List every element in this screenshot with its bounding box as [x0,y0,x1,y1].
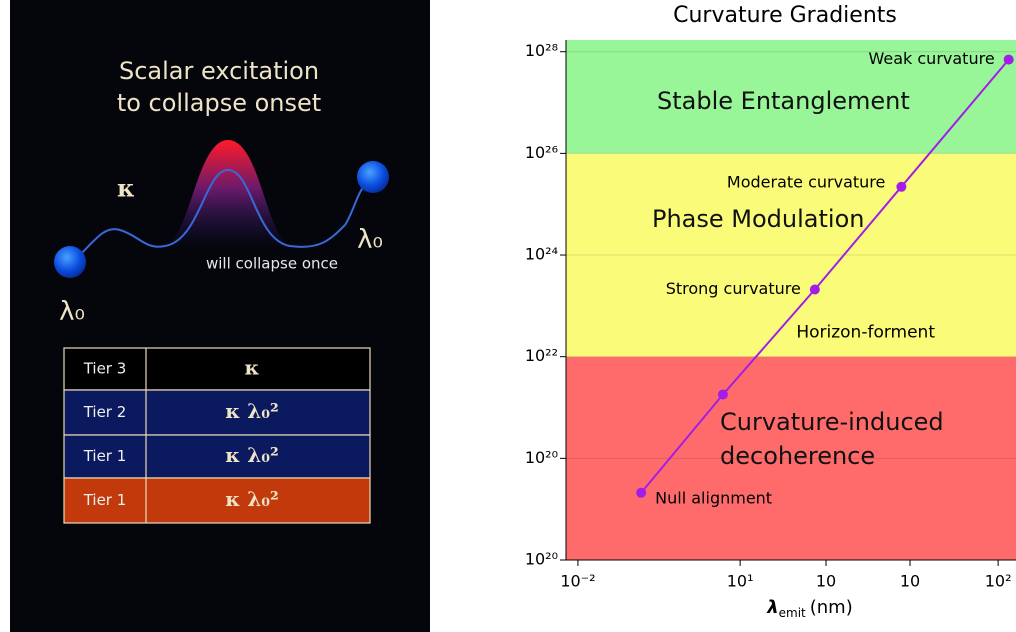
x-tick-label: 10² [985,572,1012,591]
point-label: Weak curvature [869,49,995,68]
x-tick-label: 10¹ [727,572,754,591]
tier-value: κ λ₀² [225,443,279,467]
point-label: Null alignment [655,488,772,507]
x-label-part: λ [766,597,778,618]
point-label: Strong curvature [666,279,801,298]
panel-title: Scalar excitation [119,57,319,85]
point [1003,54,1014,65]
y-tick-label: 10²² [525,346,558,365]
point [636,487,647,498]
point [896,181,907,192]
left-panel: Scalar excitation to collapse onset κ λ₀… [10,0,430,632]
region-label: Phase Modulation [652,205,864,233]
x-label-part: emit [779,606,806,620]
tier-label: Tier 1 [83,491,127,509]
point [809,284,820,295]
x-tick-label: 10 [900,572,920,591]
tier-value: κ [245,356,260,380]
lambda-label: λ₀ [59,297,85,327]
x-tick-label: 10⁻² [560,572,595,591]
wave [76,168,374,259]
note: will collapse once [206,255,338,273]
panel-title: to collapse onset [117,89,321,117]
panel-bg [10,0,430,632]
y-tick-label: 10²⁶ [525,143,558,162]
y-tick-label: 10²⁴ [525,245,558,264]
tier-value: κ λ₀² [225,399,279,423]
y-tick-label: 10²⁸ [525,41,558,60]
kappa: κ [117,174,135,203]
table-row [63,434,371,479]
region-label: Stable Entanglement [657,87,910,115]
region [566,356,1016,560]
tier-value: κ λ₀² [225,487,279,511]
point [717,389,728,400]
x-tick-label: 10 [816,572,836,591]
table-row [63,347,371,391]
x-axis-label: λemit (nm) [766,597,853,620]
table-row [63,477,371,524]
tier-label: Tier 3 [83,360,127,378]
particle [54,246,86,278]
chart-title: Curvature Gradients [673,3,897,28]
y-tick-label: 10²⁰ [525,550,558,569]
tier-table: Tier 3 κ Tier 2 κ λ₀² Tier 1 κ λ₀² Tier 1 κ λ₀² [63,347,371,524]
lambda-label: λ₀ [357,225,383,255]
particle [357,161,389,193]
y-tick-label: 10²⁰ [525,448,558,467]
annotation: Horizon-forment [796,322,935,342]
tier-label: Tier 1 [83,447,127,465]
region [566,153,1016,357]
tier-label: Tier 2 [83,403,127,421]
table-row [63,389,371,436]
region-label: Curvature-induced decoherence [720,408,944,470]
point-label: Moderate curvature [727,172,885,191]
x-label-part: (nm) [810,597,853,618]
region [566,40,1016,154]
chart: Curvature-induced decoherence Phase Modula… [525,3,1016,620]
